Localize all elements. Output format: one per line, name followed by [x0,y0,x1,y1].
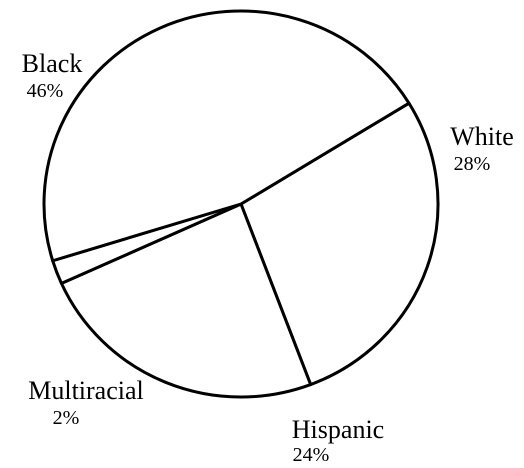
slice-value-white: 28% [454,153,491,175]
slices-layer [42,9,440,399]
slice-value-black: 46% [27,80,64,102]
slice-value-hispanic: 24% [293,444,330,463]
slice-label-white: White [450,122,514,151]
slice-label-hispanic: Hispanic [292,415,384,444]
pie-slice-black [42,9,411,263]
slice-label-multiracial: Multiracial [28,376,144,405]
slice-label-black: Black [22,49,83,78]
label-group-white: White 28% [450,122,514,175]
pie-slice-white [239,101,440,387]
label-group-hispanic: Hispanic 24% [292,415,384,466]
label-group-black: Black 46% [22,49,83,102]
slice-value-multiracial: 2% [53,407,80,429]
pie-slice-hispanic [59,202,313,399]
label-group-multiracial: Multiracial 2% [28,376,144,429]
